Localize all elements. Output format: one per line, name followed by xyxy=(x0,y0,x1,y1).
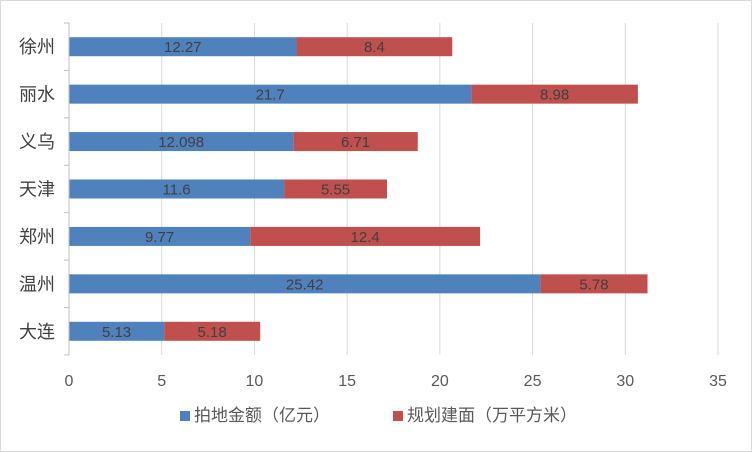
data-labels: 12.27 8.4 21.7 8.98 12.098 6.71 11.6 5.55 9.77 12… xyxy=(102,39,609,341)
legend-label-0: 拍地金额（亿元） xyxy=(194,406,330,425)
x-tick-label: 15 xyxy=(338,373,356,390)
legend-swatch-1 xyxy=(393,411,403,421)
legend-label-1: 规划建面（万平方米） xyxy=(407,406,577,425)
bar-series-0-3 xyxy=(69,179,285,199)
category-label: 徐州 xyxy=(19,37,55,57)
data-label: 5.13 xyxy=(102,324,131,341)
data-label: 5.55 xyxy=(321,182,350,199)
x-tick-label: 30 xyxy=(616,373,634,390)
bar-series-0-2 xyxy=(69,132,294,152)
bar-series-1-3 xyxy=(284,179,388,199)
x-tick-label: 5 xyxy=(157,373,166,390)
bar-series-0-6 xyxy=(69,321,165,341)
bar-series-1-1 xyxy=(471,84,638,104)
x-tick-label: 20 xyxy=(431,373,449,390)
legend: 拍地金额（亿元） 规划建面（万平方米） xyxy=(180,406,577,425)
x-tick-label: 10 xyxy=(246,373,264,390)
category-label: 丽水 xyxy=(19,85,55,105)
bar-series-1-4 xyxy=(250,226,481,246)
bars xyxy=(69,37,648,341)
bar-series-0-5 xyxy=(69,274,541,294)
category-label: 温州 xyxy=(19,274,55,294)
data-label: 25.42 xyxy=(286,276,324,293)
bar-series-1-5 xyxy=(540,274,648,294)
bar-series-0-4 xyxy=(69,226,251,246)
x-tick-label: 0 xyxy=(65,373,74,390)
data-label: 8.98 xyxy=(540,87,569,104)
data-label: 5.78 xyxy=(579,276,608,293)
x-tick-label: 25 xyxy=(524,373,542,390)
x-tick-label: 35 xyxy=(709,373,727,390)
bar-series-0-1 xyxy=(69,84,472,104)
legend-swatch-0 xyxy=(180,411,190,421)
data-label: 5.18 xyxy=(198,324,227,341)
data-label: 8.4 xyxy=(364,39,385,56)
bar-series-0-0 xyxy=(69,37,297,57)
bar-series-1-2 xyxy=(293,132,418,152)
data-label: 6.71 xyxy=(341,134,370,151)
data-label: 11.6 xyxy=(163,182,191,199)
category-label: 郑州 xyxy=(19,227,55,247)
data-label: 12.098 xyxy=(158,134,204,151)
bar-series-1-6 xyxy=(164,321,261,341)
data-label: 12.27 xyxy=(164,39,202,56)
category-label: 大连 xyxy=(19,322,55,342)
category-label: 天津 xyxy=(19,180,55,200)
data-label: 12.4 xyxy=(351,229,380,246)
bar-series-1-0 xyxy=(296,37,453,57)
data-label: 21.7 xyxy=(256,87,285,104)
data-label: 9.77 xyxy=(145,229,174,246)
category-label: 义乌 xyxy=(19,132,55,152)
